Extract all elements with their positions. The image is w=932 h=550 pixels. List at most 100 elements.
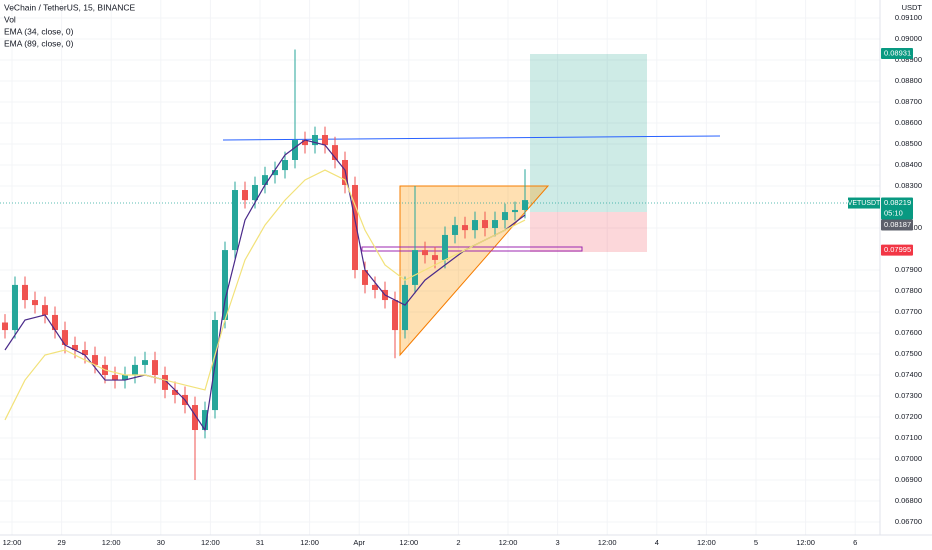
x-tick-label: 12:00 (201, 538, 220, 547)
indicator-label: Vol (4, 14, 16, 24)
candle-body (242, 190, 248, 201)
candle-body (462, 225, 468, 231)
y-tick-label: 0.07700 (895, 307, 922, 316)
x-tick-label: 12:00 (499, 538, 518, 547)
candle-body (472, 220, 478, 231)
candle-body (152, 360, 158, 376)
y-tick-label: 0.07400 (895, 370, 922, 379)
candle-body (192, 405, 198, 431)
indicator-label: EMA (34, close, 0) (4, 26, 74, 36)
y-tick-label: 0.06800 (895, 496, 922, 505)
long-profit-zone (530, 54, 647, 212)
y-tick-label: 0.08800 (895, 76, 922, 85)
price-tag-label: 0.07995 (884, 245, 911, 254)
candle-body (162, 375, 168, 390)
countdown: 05:10 (884, 209, 903, 218)
candle-body (42, 305, 48, 315)
price-axis (880, 0, 932, 550)
y-tick-label: 0.08400 (895, 160, 922, 169)
candle-body (362, 270, 368, 285)
candle-body (312, 135, 318, 146)
indicator-label: EMA (89, close, 0) (4, 38, 74, 48)
candle-body (432, 255, 438, 260)
candle-body (52, 314, 58, 331)
x-tick-label: 12:00 (796, 538, 815, 547)
x-tick-label: 5 (754, 538, 758, 547)
candle-body (172, 389, 178, 395)
candle-body (252, 184, 258, 201)
candle-body (222, 250, 228, 320)
candle-body (492, 220, 498, 229)
x-tick-label: 12:00 (300, 538, 319, 547)
candle-body (482, 220, 488, 229)
chart-title: VeChain / TetherUS, 15, BINANCE (4, 2, 136, 12)
x-tick-label: Apr (353, 538, 365, 547)
candle-body (112, 375, 118, 381)
candle-body (392, 300, 398, 331)
y-tick-label: 0.07500 (895, 349, 922, 358)
x-tick-label: 2 (456, 538, 460, 547)
y-tick-label: 0.07000 (895, 454, 922, 463)
symbol-tag-label: VETUSDT (848, 200, 881, 207)
price-tag-label: 0.08931 (884, 49, 911, 58)
candle-body (82, 350, 88, 356)
y-tick-label: 0.09000 (895, 34, 922, 43)
y-tick-label: 0.08300 (895, 181, 922, 190)
candle-body (72, 344, 78, 351)
x-tick-label: 31 (256, 538, 264, 547)
resistance-line (222, 135, 721, 141)
x-tick-label: 30 (157, 538, 165, 547)
candle-body (132, 364, 138, 376)
ema-line (4, 169, 526, 421)
x-tick-label: 12:00 (598, 538, 617, 547)
candle-body (372, 284, 378, 290)
y-tick-label: 0.08900 (895, 55, 922, 64)
candle-body (422, 250, 428, 256)
candle-body (32, 300, 38, 306)
price-tag (881, 244, 913, 256)
y-tick-label: 0.08700 (895, 97, 922, 106)
y-tick-label: 0.06900 (895, 475, 922, 484)
plot (2, 49, 528, 480)
candle-body (452, 225, 458, 235)
y-tick-label: 0.08500 (895, 139, 922, 148)
candle-body (122, 375, 128, 381)
candle-body (2, 322, 8, 331)
candle-body (512, 209, 518, 213)
candle-body (12, 284, 18, 331)
triangle-pattern (399, 185, 550, 357)
x-tick-label: 4 (655, 538, 659, 547)
candle-body (502, 212, 508, 221)
y-tick-label: 0.06700 (895, 517, 922, 526)
currency-label: USDT (902, 3, 923, 12)
y-tick-label: 0.07300 (895, 391, 922, 400)
candle-body (232, 190, 238, 251)
x-tick-label: 12:00 (399, 538, 418, 547)
y-tick-label: 0.07100 (895, 433, 922, 442)
candle-body (322, 135, 328, 146)
y-tick-label: 0.09100 (895, 13, 922, 22)
candle-body (442, 234, 448, 260)
candle-body (292, 140, 298, 160)
candle-body (272, 170, 278, 176)
candle-body (92, 355, 98, 365)
candle-body (332, 145, 338, 160)
long-stop-zone (530, 212, 647, 252)
axes: 0.06700 0.06800 0.06900 0.07000 0.07100 0.072… (3, 13, 922, 547)
price-tag-label: 0.08187 (884, 220, 911, 229)
candle-body (412, 250, 418, 285)
x-tick-label: 29 (57, 538, 65, 547)
candle-body (282, 159, 288, 171)
y-tick-label: 0.07600 (895, 328, 922, 337)
x-tick-label: 3 (556, 538, 560, 547)
candle-body (402, 284, 408, 331)
candle-body (22, 284, 28, 301)
x-tick-label: 12:00 (102, 538, 121, 547)
x-tick-label: 12:00 (3, 538, 22, 547)
y-tick-label: 0.07200 (895, 412, 922, 421)
candle-body (142, 360, 148, 365)
candle-body (262, 175, 268, 185)
candle-body (522, 200, 528, 210)
